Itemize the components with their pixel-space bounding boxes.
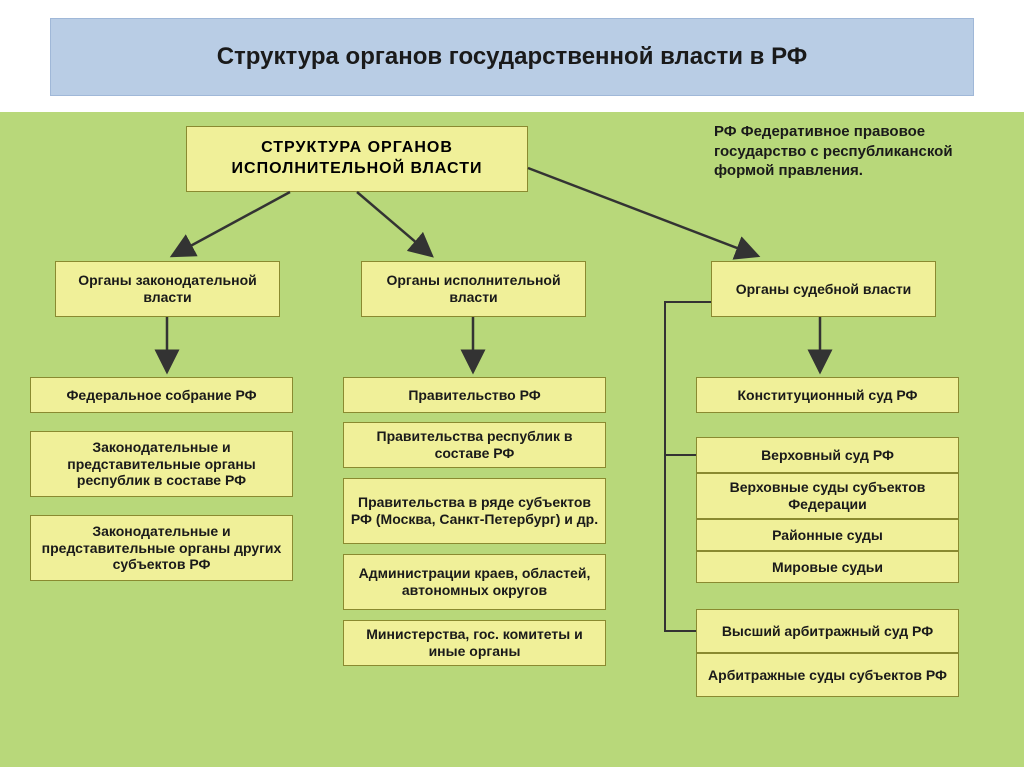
root-label: СТРУКТУРА ОРГАНОВ ИСПОЛНИТЕЛЬНОЙ ВЛАСТИ	[193, 138, 521, 180]
item-label: Правительства в ряде субъектов РФ (Москв…	[350, 494, 599, 528]
right-g2-1: Арбитражные суды субъектов РФ	[696, 653, 959, 697]
item-label: Правительства республик в составе РФ	[350, 428, 599, 462]
item-label: Районные суды	[772, 527, 883, 544]
item-label: Правительство РФ	[408, 387, 540, 404]
left-item-0: Федеральное собрание РФ	[30, 377, 293, 413]
right-g1-3: Мировые судьи	[696, 551, 959, 583]
item-label: Конституционный суд РФ	[737, 387, 917, 404]
branch-label: Органы законодательной власти	[62, 272, 273, 306]
item-label: Федеральное собрание РФ	[66, 387, 256, 404]
page-title-text: Структура органов государственной власти…	[217, 42, 808, 72]
mid-item-1: Правительства республик в составе РФ	[343, 422, 606, 468]
branch-executive: Органы исполнительной власти	[361, 261, 586, 317]
root-box: СТРУКТУРА ОРГАНОВ ИСПОЛНИТЕЛЬНОЙ ВЛАСТИ	[186, 126, 528, 192]
mid-item-0: Правительство РФ	[343, 377, 606, 413]
right-g2-0: Высший арбитражный суд РФ	[696, 609, 959, 653]
item-label: Арбитражные суды субъектов РФ	[708, 667, 947, 684]
branch-legislative: Органы законодательной власти	[55, 261, 280, 317]
item-label: Верховный суд РФ	[761, 447, 894, 464]
item-label: Министерства, гос. комитеты и иные орган…	[350, 626, 599, 660]
right-g1-2: Районные суды	[696, 519, 959, 551]
diagram-canvas: РФ Федеративное правовое государство с р…	[0, 112, 1024, 767]
left-item-2: Законодательные и представительные орган…	[30, 515, 293, 581]
mid-item-2: Правительства в ряде субъектов РФ (Москв…	[343, 478, 606, 544]
mid-item-3: Администрации краев, областей, автономны…	[343, 554, 606, 610]
side-note: РФ Федеративное правовое государство с р…	[714, 122, 994, 181]
branch-label: Органы судебной власти	[736, 281, 912, 298]
left-item-1: Законодательные и представительные орган…	[30, 431, 293, 497]
item-label: Мировые судьи	[772, 559, 883, 576]
right-top: Конституционный суд РФ	[696, 377, 959, 413]
mid-item-4: Министерства, гос. комитеты и иные орган…	[343, 620, 606, 666]
branch-label: Органы исполнительной власти	[368, 272, 579, 306]
right-g1-1: Верховные суды субъектов Федерации	[696, 473, 959, 519]
item-label: Администрации краев, областей, автономны…	[350, 565, 599, 599]
branch-judicial: Органы судебной власти	[711, 261, 936, 317]
item-label: Законодательные и представительные орган…	[37, 439, 286, 489]
item-label: Высший арбитражный суд РФ	[722, 623, 933, 640]
item-label: Верховные суды субъектов Федерации	[703, 479, 952, 513]
page-title: Структура органов государственной власти…	[50, 18, 974, 96]
right-g1-0: Верховный суд РФ	[696, 437, 959, 473]
item-label: Законодательные и представительные орган…	[37, 523, 286, 573]
